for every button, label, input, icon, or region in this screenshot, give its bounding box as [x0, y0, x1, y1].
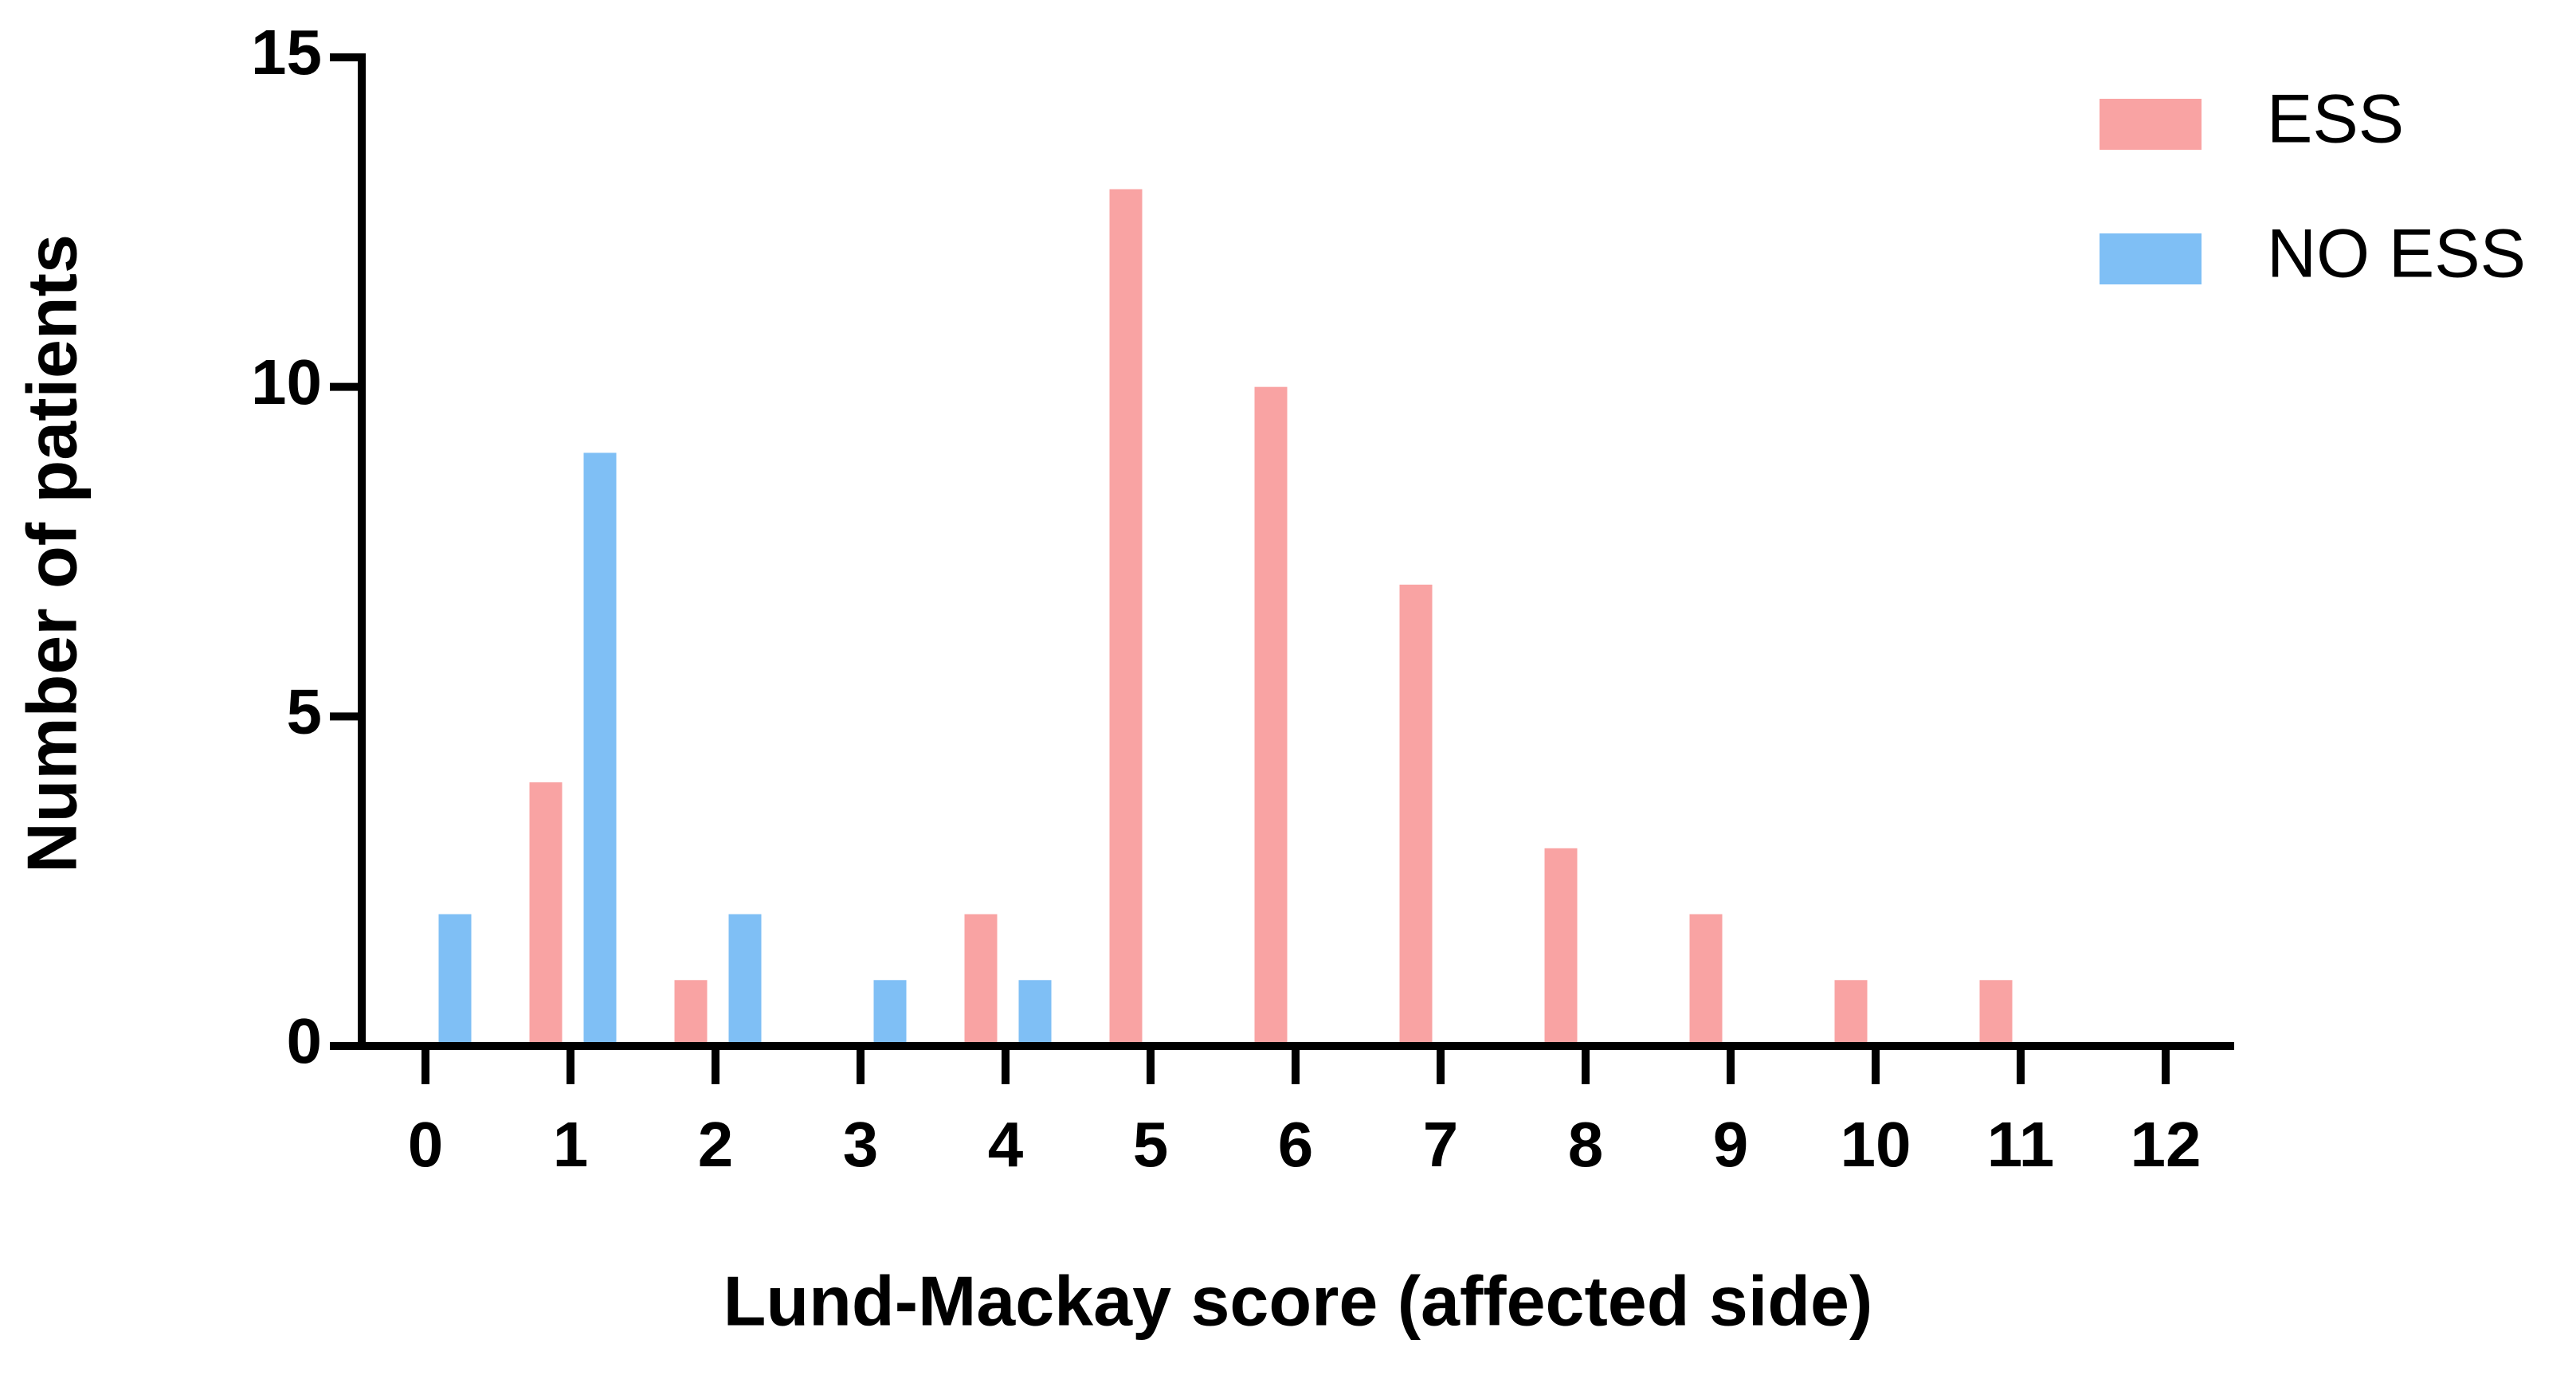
- bar: [1018, 980, 1052, 1046]
- y-tick-label: 0: [287, 1005, 323, 1076]
- bar: [873, 980, 907, 1046]
- bar: [1979, 980, 2013, 1046]
- x-tick-label: 4: [988, 1109, 1024, 1180]
- bar: [1254, 386, 1288, 1047]
- x-tick-label: 11: [1987, 1109, 2055, 1180]
- legend-label: ESS: [2267, 81, 2404, 158]
- x-tick-label: 12: [2131, 1109, 2202, 1180]
- y-tick-label: 5: [287, 676, 323, 746]
- legend-swatch: [2100, 99, 2202, 150]
- bar: [529, 782, 563, 1046]
- x-tick-label: 3: [843, 1109, 879, 1180]
- bar: [728, 914, 762, 1046]
- bar: [583, 452, 617, 1046]
- legend-label: NO ESS: [2267, 216, 2526, 292]
- bar: [674, 980, 708, 1046]
- bar: [438, 914, 472, 1046]
- x-tick-label: 5: [1133, 1109, 1169, 1180]
- bar: [964, 914, 998, 1046]
- x-tick-label: 7: [1423, 1109, 1459, 1180]
- y-axis-title: Number of patients: [12, 234, 91, 873]
- x-axis-title: Lund-Mackay score (affected side): [723, 1261, 1873, 1340]
- bar: [1834, 980, 1868, 1046]
- x-tick-label: 6: [1278, 1109, 1314, 1180]
- x-tick-label: 10: [1841, 1109, 1911, 1180]
- bar: [1544, 848, 1578, 1046]
- x-tick-label: 0: [408, 1109, 444, 1180]
- y-tick-label: 15: [251, 17, 322, 88]
- bar: [1109, 189, 1143, 1046]
- legend-swatch: [2100, 233, 2202, 284]
- y-tick-label: 10: [251, 347, 322, 417]
- bar: [1689, 914, 1723, 1046]
- x-tick-label: 9: [1713, 1109, 1749, 1180]
- bar: [1399, 584, 1433, 1046]
- x-tick-label: 1: [553, 1109, 589, 1180]
- x-tick-label: 2: [698, 1109, 734, 1180]
- x-tick-label: 8: [1568, 1109, 1604, 1180]
